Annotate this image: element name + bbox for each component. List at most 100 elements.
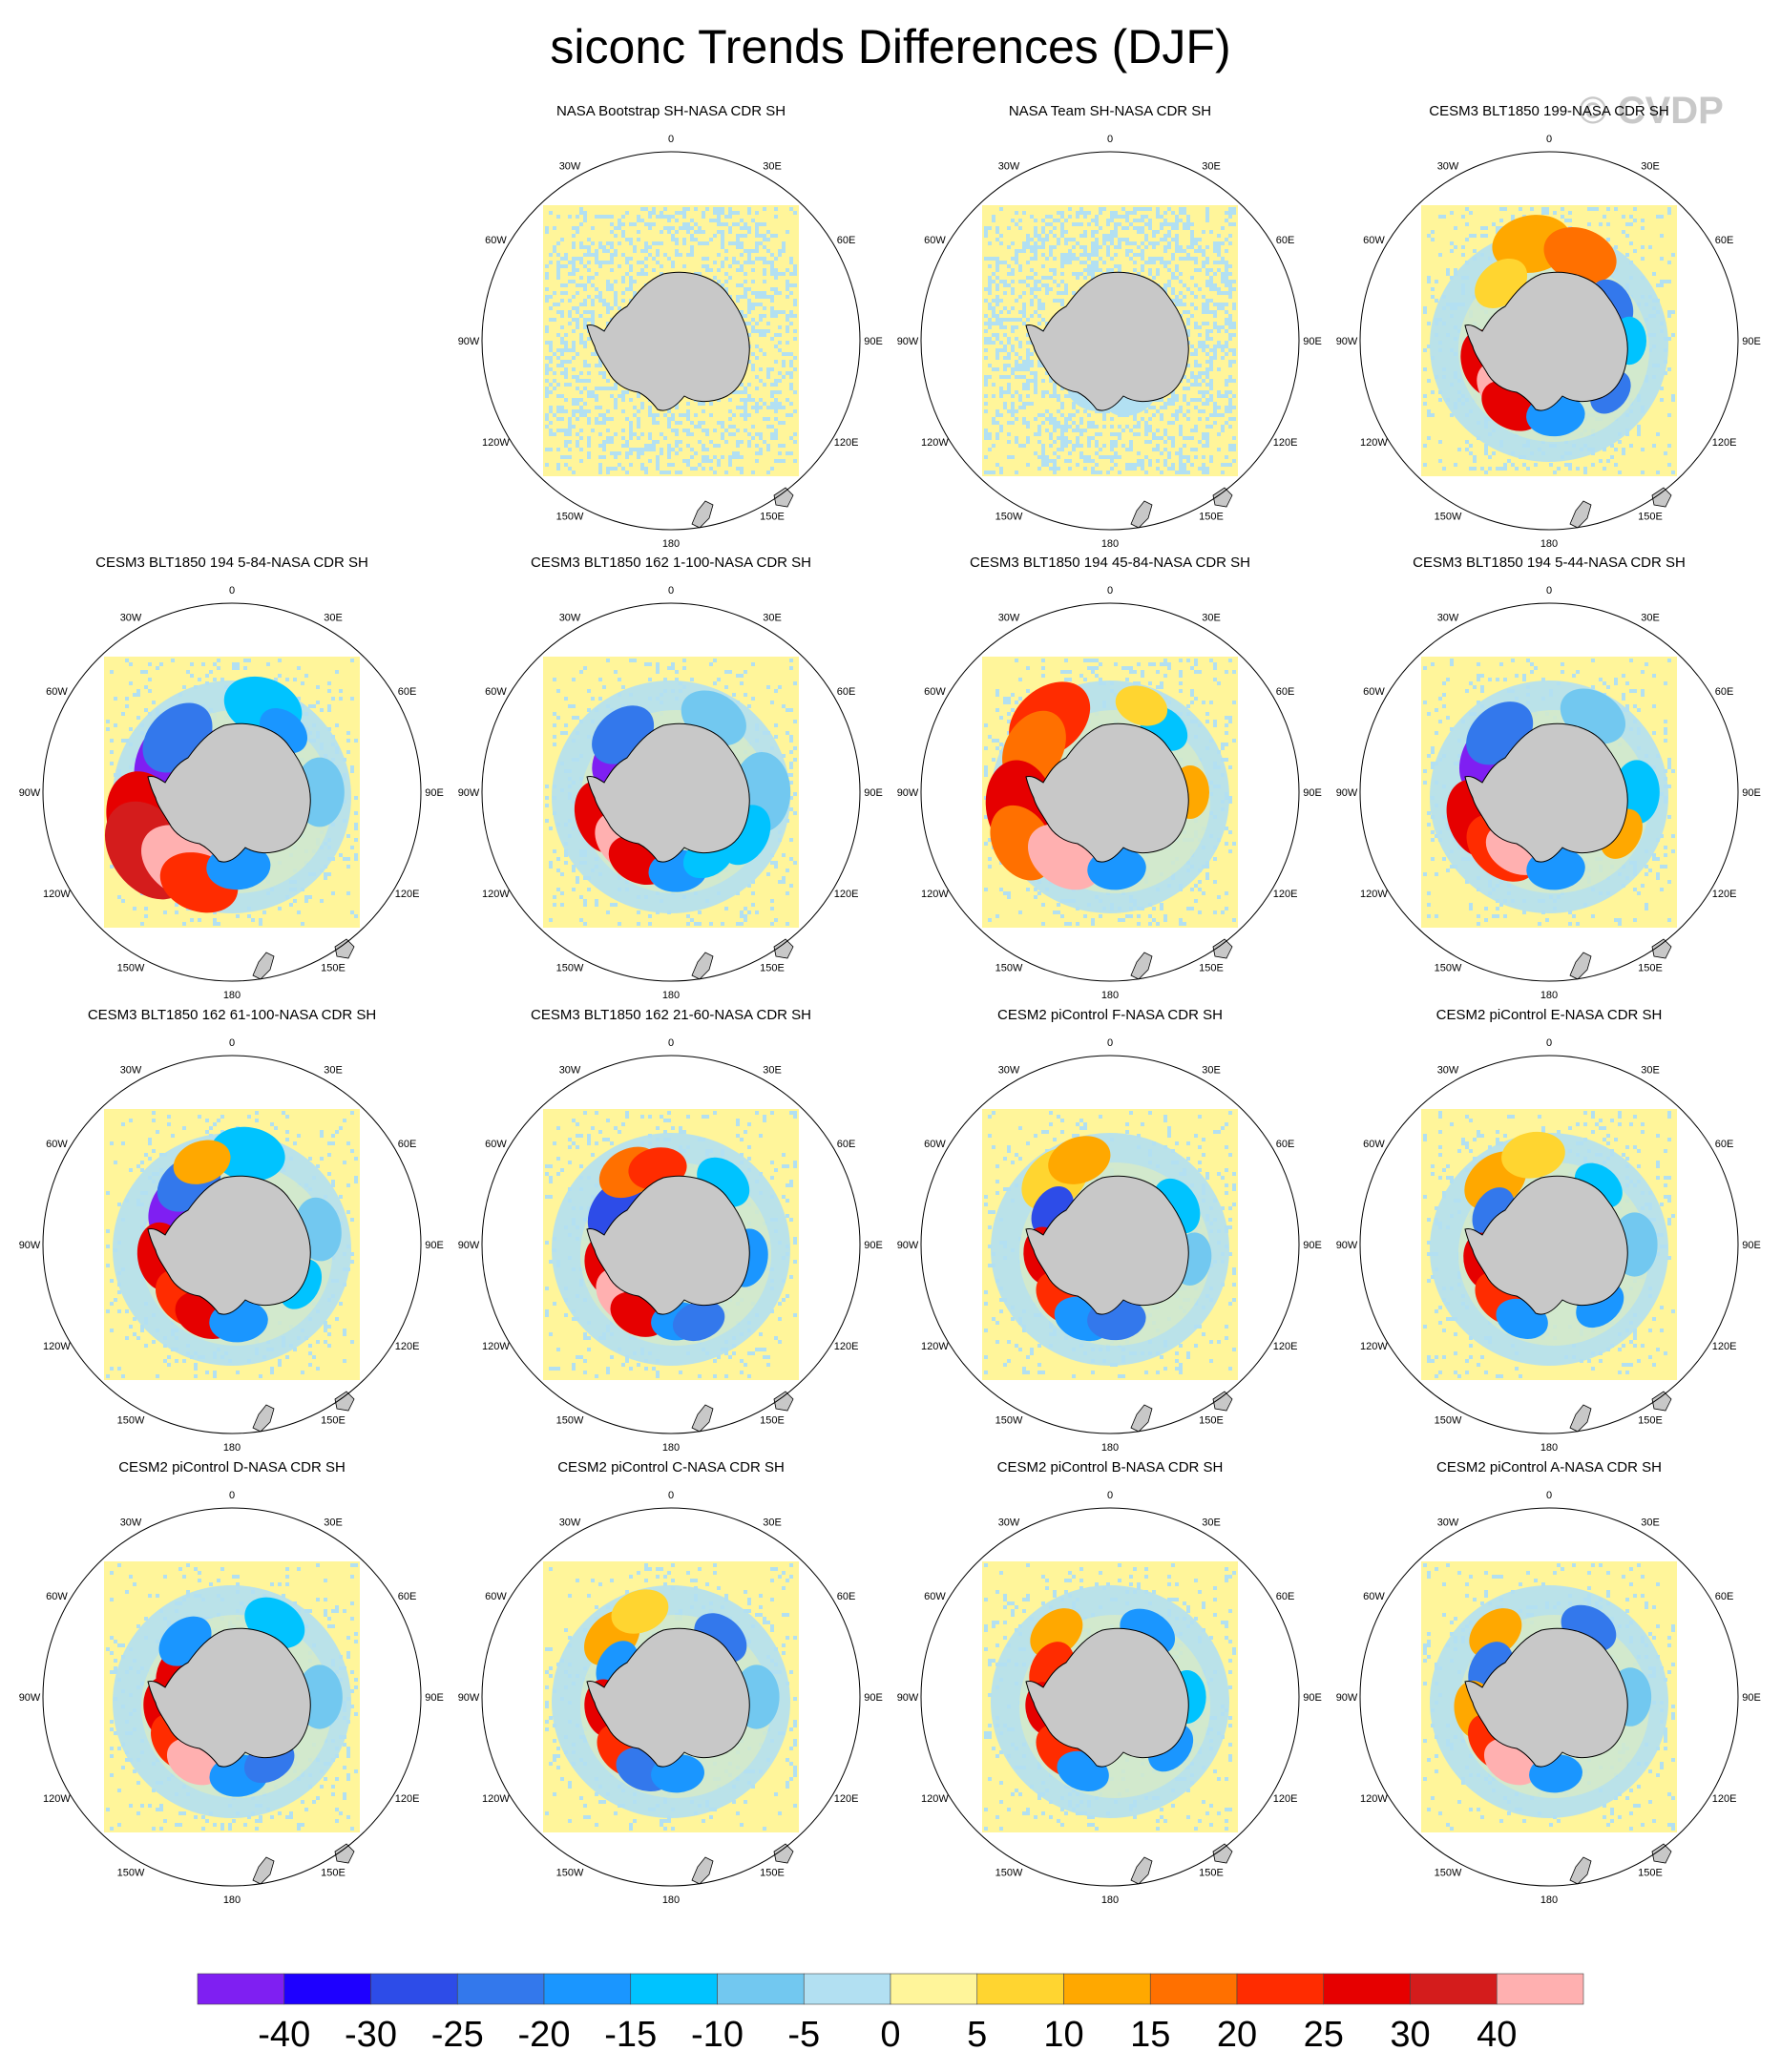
panel-title: CESM3 BLT1850 162 61-100-NASA CDR SH xyxy=(88,1007,376,1023)
longitude-label: 90E xyxy=(1742,336,1761,347)
longitude-label: 150W xyxy=(1435,963,1462,974)
panel-title: CESM2 piControl D-NASA CDR SH xyxy=(118,1459,346,1476)
colorbar-swatch xyxy=(1149,1973,1238,2005)
longitude-label: 60E xyxy=(1276,235,1295,246)
colorbar-tick-label: 40 xyxy=(1477,2015,1517,2055)
longitude-label: 120W xyxy=(482,437,510,449)
field-map xyxy=(982,205,1238,476)
colorbar-tick-label: -30 xyxy=(345,2015,397,2055)
longitude-label: 180 xyxy=(662,1442,680,1454)
longitude-label: 90E xyxy=(425,787,444,799)
longitude-label: 180 xyxy=(1540,1442,1558,1454)
map-boundary xyxy=(481,1507,861,1887)
longitude-label: 90W xyxy=(1336,787,1358,799)
longitude-label: 180 xyxy=(223,990,241,1001)
longitude-label: 180 xyxy=(662,538,680,550)
panel-title: CESM3 BLT1850 162 1-100-NASA CDR SH xyxy=(531,555,811,571)
longitude-label: 150E xyxy=(1199,1868,1224,1879)
panel-title: CESM2 piControl B-NASA CDR SH xyxy=(997,1459,1224,1476)
longitude-label: 0 xyxy=(229,1490,235,1501)
longitude-label: 90W xyxy=(1336,1240,1358,1251)
longitude-label: 150W xyxy=(556,512,584,523)
map-boundary xyxy=(42,602,422,982)
polar-panel: 0 30E 60E 90E 120E 150E 180 150W 120W 90W 60W 30W NA… xyxy=(897,103,1322,550)
longitude-label: 30E xyxy=(763,1064,782,1076)
longitude-label: 60W xyxy=(485,1139,507,1150)
colorbar-tick-label: 30 xyxy=(1390,2015,1430,2055)
colorbar-swatch xyxy=(1323,1973,1411,2005)
longitude-label: 150E xyxy=(321,1868,346,1879)
colorbar-tick-label: 0 xyxy=(880,2015,900,2055)
map-boundary xyxy=(1359,1055,1739,1434)
panel-title: CESM2 piControl A-NASA CDR SH xyxy=(1436,1459,1662,1476)
longitude-label: 120E xyxy=(395,1793,420,1805)
longitude-label: 90W xyxy=(897,336,919,347)
colorbar-swatch xyxy=(1063,1973,1151,2005)
longitude-label: 60E xyxy=(1276,1139,1295,1150)
longitude-label: 90E xyxy=(864,1240,883,1251)
watermark: © CVDP xyxy=(1579,90,1724,132)
longitude-label: 90W xyxy=(897,1692,919,1704)
longitude-label: 150W xyxy=(1435,1415,1462,1427)
map-boundary xyxy=(481,602,861,982)
map-boundary xyxy=(481,151,861,531)
longitude-label: 120W xyxy=(1360,889,1388,900)
longitude-label: 180 xyxy=(1101,1894,1119,1906)
polar-panel: 0 30E 60E 90E 120E 150E 180 150W 120W 90W 60W 30W CE… xyxy=(897,555,1322,1001)
longitude-label: 0 xyxy=(1107,1490,1113,1501)
longitude-label: 60E xyxy=(837,1591,856,1602)
longitude-label: 120E xyxy=(834,889,859,900)
new-zealand-landmass xyxy=(691,1856,714,1885)
longitude-label: 60E xyxy=(1276,686,1295,698)
longitude-label: 120E xyxy=(1273,437,1298,449)
longitude-label: 180 xyxy=(662,1894,680,1906)
longitude-label: 0 xyxy=(668,585,674,596)
map-boundary xyxy=(481,1055,861,1434)
longitude-label: 150E xyxy=(1199,1415,1224,1427)
longitude-label: 0 xyxy=(668,134,674,145)
new-zealand-landmass xyxy=(1569,952,1592,980)
colorbar-tick-label: -20 xyxy=(518,2015,571,2055)
longitude-label: 90E xyxy=(1303,787,1322,799)
longitude-label: 120W xyxy=(1360,437,1388,449)
panel-title: CESM3 BLT1850 194 5-44-NASA CDR SH xyxy=(1413,555,1686,571)
longitude-label: 90W xyxy=(19,1240,41,1251)
polar-panel: 0 30E 60E 90E 120E 150E 180 150W 120W 90W 60W 30W CE… xyxy=(458,555,883,1001)
map-boundary xyxy=(920,1055,1300,1434)
longitude-label: 150W xyxy=(995,1868,1023,1879)
longitude-label: 90E xyxy=(1742,787,1761,799)
longitude-label: 150W xyxy=(117,1415,145,1427)
colorbar: -40 -30 -25 -20 -15 -10 -5 0 5 10 15 20 25 30 40 xyxy=(197,1973,1584,2055)
longitude-label: 30E xyxy=(324,612,343,623)
longitude-label: 30W xyxy=(1437,612,1459,623)
longitude-label: 0 xyxy=(229,1037,235,1049)
longitude-label: 90W xyxy=(19,787,41,799)
colorbar-swatch xyxy=(370,1973,458,2005)
longitude-label: 150W xyxy=(995,512,1023,523)
longitude-label: 60W xyxy=(46,1591,68,1602)
longitude-label: 30W xyxy=(998,1517,1020,1528)
longitude-label: 120W xyxy=(43,1793,71,1805)
longitude-label: 60W xyxy=(46,686,68,698)
panel-grid: 0 30E 60E 90E 120E 150E 180 150W 120W 90W 60W 30W NA… xyxy=(19,103,1761,1906)
longitude-label: 30E xyxy=(1202,1064,1221,1076)
longitude-label: 120E xyxy=(1273,889,1298,900)
longitude-label: 0 xyxy=(668,1037,674,1049)
panel-title: NASA Bootstrap SH-NASA CDR SH xyxy=(556,103,786,119)
longitude-label: 150W xyxy=(556,1868,584,1879)
longitude-label: 60E xyxy=(398,686,417,698)
new-zealand-landmass xyxy=(252,952,275,980)
new-zealand-landmass xyxy=(1130,1856,1153,1885)
longitude-label: 30E xyxy=(763,1517,782,1528)
longitude-label: 60W xyxy=(1363,1139,1385,1150)
longitude-label: 60E xyxy=(398,1591,417,1602)
longitude-label: 30E xyxy=(1202,1517,1221,1528)
longitude-label: 150E xyxy=(760,1415,785,1427)
new-zealand-landmass xyxy=(691,1404,714,1433)
longitude-label: 90W xyxy=(458,787,480,799)
colorbar-tick-label: 10 xyxy=(1043,2015,1083,2055)
longitude-label: 90W xyxy=(897,787,919,799)
new-zealand-landmass xyxy=(691,952,714,980)
panel-title: CESM2 piControl F-NASA CDR SH xyxy=(997,1007,1223,1023)
new-zealand-landmass xyxy=(252,1404,275,1433)
